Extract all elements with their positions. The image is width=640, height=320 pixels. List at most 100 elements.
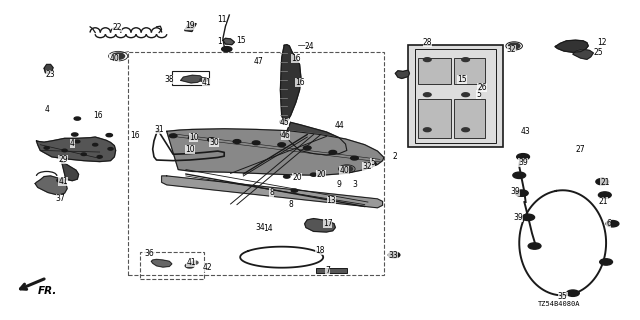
Text: 38: 38 (164, 75, 174, 84)
Bar (129, 52, 384, 275)
Circle shape (207, 138, 215, 141)
Text: 39: 39 (511, 187, 520, 196)
Text: 21: 21 (599, 197, 608, 206)
Bar (419, 99, 451, 138)
Text: 36: 36 (144, 249, 154, 258)
Circle shape (310, 173, 317, 176)
Circle shape (600, 259, 612, 265)
Circle shape (72, 133, 78, 136)
Text: 2: 2 (393, 152, 397, 161)
Text: 28: 28 (422, 38, 432, 47)
Text: 15: 15 (236, 36, 246, 45)
Text: 27: 27 (576, 145, 586, 154)
Text: 30: 30 (209, 138, 219, 147)
Circle shape (303, 146, 311, 150)
Circle shape (284, 175, 290, 178)
Circle shape (62, 149, 67, 152)
Text: 20: 20 (292, 173, 302, 182)
Text: FR.: FR. (38, 286, 57, 296)
Polygon shape (305, 219, 335, 232)
Text: 29: 29 (58, 155, 68, 164)
Bar (415, 49, 496, 143)
Text: 43: 43 (521, 127, 531, 136)
Circle shape (369, 162, 376, 166)
Text: 22: 22 (112, 23, 122, 32)
Text: 15: 15 (457, 75, 467, 84)
Polygon shape (36, 137, 116, 162)
Circle shape (515, 190, 528, 196)
Text: 1: 1 (217, 37, 221, 46)
Bar (419, 58, 451, 84)
Polygon shape (35, 176, 67, 195)
Circle shape (341, 166, 353, 172)
Circle shape (108, 148, 113, 150)
Text: 10: 10 (189, 133, 198, 142)
Circle shape (74, 117, 81, 120)
Circle shape (93, 143, 98, 146)
Text: 5: 5 (370, 158, 375, 167)
Circle shape (508, 43, 520, 49)
Text: 24: 24 (305, 42, 315, 51)
Circle shape (112, 53, 125, 59)
Circle shape (57, 179, 65, 182)
Circle shape (97, 156, 102, 158)
Circle shape (424, 128, 431, 132)
Text: 5: 5 (476, 90, 481, 99)
Text: 6: 6 (606, 219, 611, 228)
Polygon shape (280, 45, 301, 123)
Circle shape (351, 156, 358, 160)
Polygon shape (152, 260, 172, 267)
Circle shape (462, 93, 469, 97)
Circle shape (278, 143, 285, 147)
Circle shape (44, 147, 49, 149)
Text: 42: 42 (203, 263, 212, 272)
Circle shape (528, 243, 541, 249)
Text: 26: 26 (477, 83, 487, 92)
Text: 9: 9 (337, 180, 342, 189)
Circle shape (185, 264, 194, 268)
Polygon shape (555, 40, 588, 52)
Circle shape (516, 154, 529, 160)
Polygon shape (167, 129, 384, 175)
Text: 4: 4 (44, 105, 49, 114)
Circle shape (280, 120, 286, 123)
Bar (172, 71, 209, 85)
Text: 8: 8 (288, 200, 293, 209)
Text: 41: 41 (186, 258, 196, 267)
Text: 11: 11 (217, 15, 227, 24)
Circle shape (606, 220, 619, 227)
Text: 39: 39 (518, 158, 528, 167)
Text: 16: 16 (93, 111, 102, 120)
Circle shape (221, 47, 232, 52)
Circle shape (388, 252, 400, 258)
Text: 10: 10 (185, 145, 195, 154)
Circle shape (566, 290, 579, 296)
Text: 25: 25 (594, 48, 604, 58)
Text: 40: 40 (339, 166, 349, 175)
Circle shape (424, 93, 431, 97)
Circle shape (75, 140, 80, 143)
Polygon shape (396, 70, 410, 78)
Polygon shape (44, 64, 53, 73)
Text: 34: 34 (255, 223, 265, 232)
Circle shape (318, 172, 324, 175)
Bar (408, 45, 502, 147)
Circle shape (252, 141, 260, 145)
Bar (316, 268, 347, 273)
Circle shape (462, 58, 469, 61)
Text: 40: 40 (109, 53, 119, 62)
Circle shape (513, 172, 525, 179)
Text: 13: 13 (326, 196, 336, 205)
Polygon shape (223, 38, 234, 45)
Polygon shape (180, 75, 202, 83)
Text: 33: 33 (388, 251, 397, 260)
Circle shape (188, 136, 196, 140)
Circle shape (329, 150, 337, 154)
Text: 32: 32 (507, 44, 516, 54)
Circle shape (598, 192, 611, 198)
Text: 46: 46 (280, 131, 291, 140)
Bar (454, 58, 485, 84)
Text: 8: 8 (269, 188, 274, 197)
Text: 4: 4 (70, 139, 75, 148)
Polygon shape (61, 161, 79, 181)
